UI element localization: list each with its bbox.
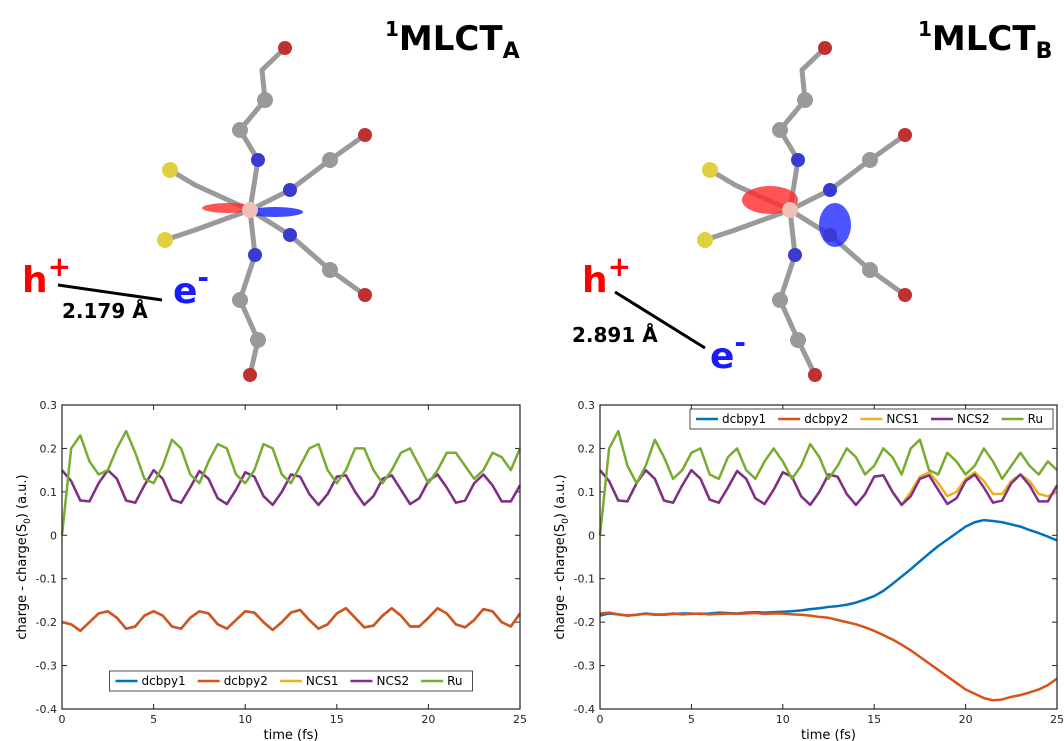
y-label-end: ) (a.u.)	[553, 474, 568, 518]
x-tick-label: 0	[59, 713, 66, 726]
legend-label: NCS2	[376, 674, 409, 688]
annotation: e-	[173, 261, 209, 312]
y-tick-label: -0.2	[574, 616, 595, 629]
plot-area	[600, 405, 1057, 709]
legend: dcbpy1 dcbpy2 NCS1 NCS2 Ru	[110, 671, 473, 691]
molecule-b	[697, 41, 912, 382]
title-main: MLCT	[932, 19, 1036, 59]
y-label-main: charge - charge(S	[553, 524, 568, 640]
y-tick-label: -0.1	[574, 573, 595, 586]
y-axis-label: charge - charge(S0) (a.u.)	[15, 474, 33, 639]
y-label-end: ) (a.u.)	[15, 474, 30, 518]
title-sub: A	[503, 39, 520, 64]
annotation-text: 2.179 Å	[62, 299, 148, 323]
annotation: h+	[582, 250, 631, 301]
plot-area	[62, 405, 520, 709]
x-tick-label: 5	[150, 713, 157, 726]
annotation: e-	[710, 326, 746, 377]
x-axis-label: time (fs)	[264, 728, 319, 741]
y-tick-label: -0.3	[36, 660, 57, 673]
y-tick-label: -0.1	[36, 573, 57, 586]
legend-label: Ru	[1028, 412, 1043, 426]
title-sub: B	[1036, 39, 1053, 64]
distance-line	[58, 285, 162, 300]
x-tick-label: 10	[238, 713, 252, 726]
x-tick-label: 5	[688, 713, 695, 726]
title-sup: 1	[918, 17, 932, 41]
annotation-text: h	[22, 260, 48, 301]
annotation-text: h	[582, 260, 608, 301]
y-tick-label: 0.3	[40, 399, 58, 412]
y-tick-label: 0	[50, 529, 57, 542]
molecule-a	[157, 41, 372, 382]
x-tick-label: 15	[330, 713, 344, 726]
legend-label: NCS1	[886, 412, 919, 426]
panel-title: 1MLCTA	[385, 17, 520, 64]
x-tick-label: 20	[959, 713, 973, 726]
legend-label: NCS1	[306, 674, 339, 688]
legend-label: dcbpy1	[142, 674, 186, 688]
y-tick-label: -0.3	[574, 660, 595, 673]
legend-label: dcbpy1	[722, 412, 766, 426]
y-label-main: charge - charge(S	[15, 524, 30, 640]
legend: dcbpy1 dcbpy2 NCS1 NCS2 Ru	[690, 409, 1053, 429]
title-main: MLCT	[399, 19, 503, 59]
annotation-text: 2.891 Å	[572, 323, 658, 347]
annotation: h+	[22, 250, 71, 301]
legend-label: Ru	[447, 674, 462, 688]
y-tick-label: -0.2	[36, 616, 57, 629]
x-tick-label: 20	[421, 713, 435, 726]
annotation: 2.179 Å	[62, 299, 148, 323]
y-tick-label: 0.1	[578, 486, 596, 499]
y-axis-label: charge - charge(S0) (a.u.)	[553, 474, 571, 639]
x-tick-label: 0	[597, 713, 604, 726]
legend-label: dcbpy2	[224, 674, 268, 688]
x-tick-label: 10	[776, 713, 790, 726]
x-axis-label: time (fs)	[801, 728, 856, 741]
annotation-text: e	[710, 336, 734, 377]
annotation-text: e	[173, 271, 197, 312]
annotation-sup: +	[48, 250, 71, 283]
y-tick-label: 0.1	[40, 486, 58, 499]
x-tick-label: 25	[1050, 713, 1064, 726]
y-tick-label: 0.3	[578, 399, 596, 412]
annotation: 2.891 Å	[572, 323, 658, 347]
y-tick-label: 0.2	[40, 442, 58, 455]
y-tick-label: 0	[588, 529, 595, 542]
legend-label: dcbpy2	[804, 412, 848, 426]
legend-label: NCS2	[957, 412, 990, 426]
panel-title: 1MLCTB	[918, 17, 1052, 64]
x-tick-label: 15	[867, 713, 881, 726]
y-tick-label: 0.2	[578, 442, 596, 455]
annotation-sup: -	[734, 326, 746, 359]
figure: 1MLCTAh+e-2.179 Å-0.4-0.3-0.2-0.100.10.2…	[0, 0, 1064, 741]
y-tick-label: -0.4	[36, 703, 57, 716]
y-tick-label: -0.4	[574, 703, 595, 716]
x-tick-label: 25	[513, 713, 527, 726]
annotation-sup: -	[197, 261, 209, 294]
title-sup: 1	[385, 17, 399, 41]
annotation-sup: +	[608, 250, 631, 283]
